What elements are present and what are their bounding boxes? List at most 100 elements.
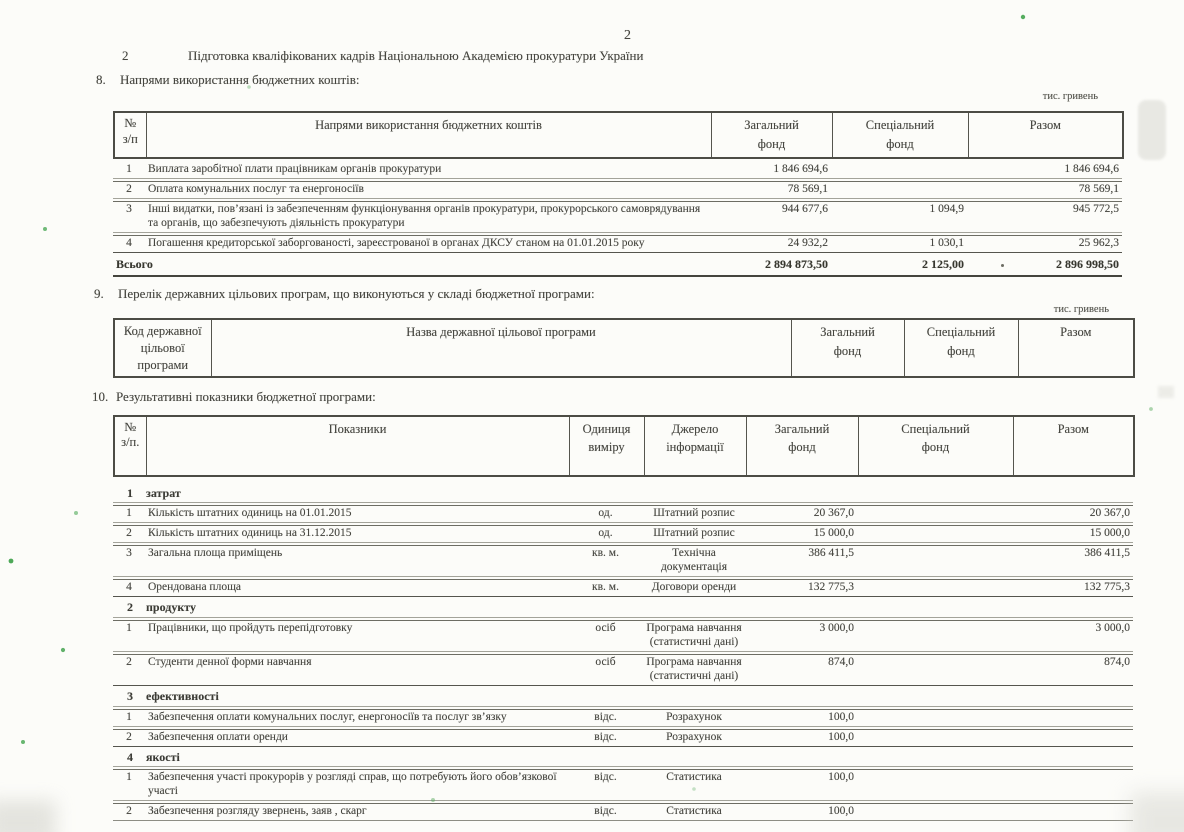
cell-unit: відс. <box>568 766 643 801</box>
cell-indicator-name: Кількість штатних одиниць на 01.01.2015 <box>145 502 568 523</box>
unit-note-2: тис. гривень <box>1053 304 1109 316</box>
indicators-table-header: № з/п. Показники Одиниця виміру Джерело інф… <box>113 414 1135 477</box>
indicator-row: 1 Кількість штатних одиниць на 01.01.201… <box>113 502 1133 523</box>
scan-artifact-right-middle <box>1158 386 1174 398</box>
cell-direction-name: Погашення кредиторської заборгованості, … <box>145 232 710 253</box>
indicator-row: 2 Забезпечення розгляду звернень, заяв ,… <box>113 800 1133 821</box>
cell-general-fund: 24 932,2 <box>710 232 831 253</box>
cell-source: Штатний розпис <box>643 522 745 543</box>
total-label: Всього <box>113 252 710 278</box>
header-indicators: Показники <box>145 415 570 477</box>
header-special-fund: Спеціальний фонд <box>831 111 969 159</box>
header-general-fund: Загальний фонд <box>710 111 833 159</box>
header-source: Джерело інформації <box>643 415 747 477</box>
header-total: Разом <box>967 111 1124 159</box>
cell-row-number: 1 <box>126 163 132 175</box>
cell-general-fund: 132 775,3 <box>745 576 857 597</box>
cell-direction-name: Оплата комунальних послуг та енергоносії… <box>145 178 710 199</box>
header-general-fund: Загальний фонд <box>790 318 905 378</box>
total-general-fund: 2 894 873,50 <box>710 252 831 278</box>
cell-unit: кв. м. <box>568 576 643 597</box>
indicator-row: 4 Орендована площа кв. м. Договори оренд… <box>113 576 1133 597</box>
table-row: 2 Оплата комунальних послуг та енергонос… <box>113 178 1122 199</box>
cell-total: 945 772,5 <box>967 198 1122 233</box>
cell-indicator-name: Кількість штатних одиниць на 31.12.2015 <box>145 522 568 543</box>
unit-note-1: тис. гривень <box>1042 91 1098 102</box>
scan-artifact-top-right <box>1138 100 1166 160</box>
cell-special-fund <box>831 159 967 179</box>
cell-general-fund: 386 411,5 <box>745 542 857 577</box>
cell-indicator-name: Орендована площа <box>145 576 568 597</box>
cell-total <box>1012 800 1133 821</box>
cell-total: 1 846 694,6 <box>1064 163 1119 175</box>
cell-indicator-name: Забезпечення розгляду звернень, заяв , с… <box>145 800 568 821</box>
cell-source: Статистика <box>643 800 745 821</box>
cell-total: 874,0 <box>1012 651 1133 686</box>
cell-unit: осіб <box>568 617 643 652</box>
group-number: 3 <box>127 689 133 704</box>
cell-special-fund <box>831 178 967 199</box>
cell-special-fund <box>857 725 1012 747</box>
cell-row-number: 1 <box>113 617 145 652</box>
cell-total <box>1012 705 1133 727</box>
indicator-row: 1 Працівники, що пройдуть перепідготовку… <box>113 617 1133 652</box>
directions-table-total: Всього 2 894 873,50 2 125,00 2 896 998,5… <box>113 252 1122 278</box>
section-10-heading: 10. Результативні показники бюджетної про… <box>92 389 1184 405</box>
group-title: продукту <box>146 600 196 615</box>
header-general-fund: Загальний фонд <box>745 415 859 477</box>
cell-general-fund: 20 367,0 <box>745 502 857 523</box>
cell-special-fund <box>857 502 1012 523</box>
cell-total: 25 962,3 <box>967 232 1122 253</box>
cell-general-fund: 15 000,0 <box>745 522 857 543</box>
cell-general-fund: 100,0 <box>745 705 857 727</box>
cell-general-fund: 3 000,0 <box>745 617 857 652</box>
cell-row-number: 2 <box>113 725 145 747</box>
header-unit: Одиниця виміру <box>568 415 645 477</box>
cell-special-fund <box>857 617 1012 652</box>
cell-special-fund <box>857 800 1012 821</box>
section-10-title: Результативні показники бюджетної програ… <box>116 388 376 404</box>
cell-direction-name: Виплата заробітної плати працівникам орг… <box>148 163 442 175</box>
directions-table-header: № з/п Напрями використання бюджетних кошт… <box>113 111 1124 159</box>
section-9-heading: 9. Перелік державних цільових програм, що… <box>94 286 1184 302</box>
cell-row-number: 4 <box>113 576 145 597</box>
cell-general-fund: 100,0 <box>745 725 857 747</box>
cell-row-number: 1 <box>113 705 145 727</box>
cell-special-fund <box>857 542 1012 577</box>
cell-indicator-name: Забезпечення оплати оренди <box>145 725 568 747</box>
cell-source: Штатний розпис <box>643 502 745 523</box>
cell-total <box>1012 766 1133 801</box>
header-total: Разом <box>1012 415 1135 477</box>
cell-total: 78 569,1 <box>967 178 1122 199</box>
scan-artifact-bottom-right <box>1130 792 1184 832</box>
cell-row-number: 2 <box>113 178 145 199</box>
total-special-fund: 2 125,00 <box>831 252 967 278</box>
section-8-title: Напрями використання бюджетних коштів: <box>120 72 360 87</box>
cell-special-fund <box>857 766 1012 801</box>
group-number: 2 <box>127 600 133 615</box>
header-special-fund: Спеціальний фонд <box>903 318 1019 378</box>
cell-source: Програма навчання (статистичні дані) <box>643 617 745 652</box>
indicator-row: 2 Студенти денної форми навчання осіб Пр… <box>113 651 1133 686</box>
cell-special-fund: 1 094,9 <box>831 198 967 233</box>
cell-special-fund <box>857 522 1012 543</box>
cell-general-fund: 1 846 694,6 <box>773 163 828 175</box>
cell-source: Розрахунок <box>643 725 745 747</box>
cell-unit: осіб <box>568 651 643 686</box>
cell-total: 386 411,5 <box>1012 542 1133 577</box>
section-9-label: 9. <box>94 286 104 302</box>
cell-total: 3 000,0 <box>1012 617 1133 652</box>
scan-artifact-bottom-left <box>0 800 56 832</box>
indicator-row: 1 Забезпечення оплати комунальних послуг… <box>113 705 1133 727</box>
cell-special-fund <box>857 705 1012 727</box>
page-number: 2 <box>624 28 631 43</box>
cell-indicator-name: Забезпечення оплати комунальних послуг, … <box>145 705 568 727</box>
directions-table-rows: 1 Виплата заробітної плати працівникам о… <box>113 159 1122 253</box>
cell-source: Договори оренди <box>643 576 745 597</box>
group-number: 1 <box>127 485 133 500</box>
cell-row-number: 1 <box>113 502 145 523</box>
group-title: якості <box>146 749 180 764</box>
total-sum: 2 896 998,50 <box>967 252 1122 278</box>
cell-unit: відс. <box>568 705 643 727</box>
cell-unit: од. <box>568 502 643 523</box>
